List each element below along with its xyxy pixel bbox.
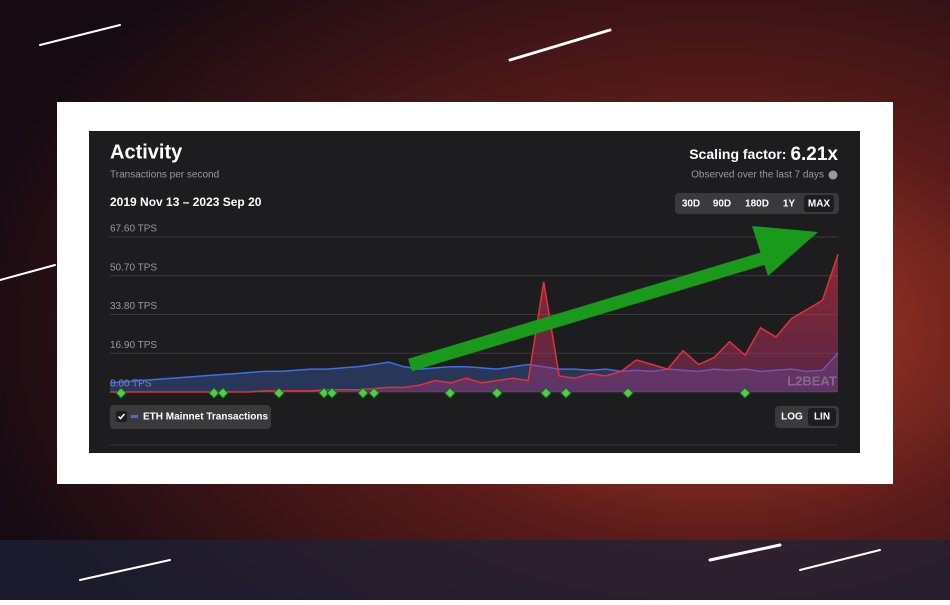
horizon bbox=[0, 540, 950, 600]
y-tick-label: 0.00 TPS bbox=[110, 379, 152, 390]
annotation-arrow bbox=[408, 226, 818, 372]
scaling-factor: Scaling factor: 6.21x bbox=[689, 144, 838, 165]
scale-button[interactable]: LOG bbox=[781, 412, 803, 423]
legend-swatch bbox=[131, 415, 138, 418]
range-button[interactable]: 90D bbox=[713, 199, 731, 210]
range-button[interactable]: 30D bbox=[682, 199, 700, 210]
scaling-label: Scaling factor: bbox=[689, 146, 786, 162]
range-button[interactable]: 180D bbox=[745, 199, 769, 210]
range-group bbox=[675, 193, 839, 214]
scale-button-bg[interactable] bbox=[808, 408, 836, 426]
check bbox=[117, 413, 126, 420]
series-line bbox=[110, 254, 839, 393]
series-area bbox=[110, 254, 838, 392]
subtitle: Transactions per second bbox=[110, 170, 219, 181]
event-markers bbox=[115, 387, 751, 399]
range-button[interactable]: 1Y bbox=[783, 199, 796, 210]
legend-label: ETH Mainnet Transactions bbox=[143, 412, 268, 423]
y-tick-label: 67.60 TPS bbox=[110, 224, 157, 235]
scale-button[interactable]: LIN bbox=[814, 412, 830, 423]
range-button-bg[interactable] bbox=[804, 195, 834, 212]
scaling-note: Observed over the last 7 days bbox=[691, 170, 824, 181]
scaling-value: 6.21x bbox=[790, 144, 838, 165]
range-button[interactable]: MAX bbox=[808, 199, 831, 210]
legend[interactable] bbox=[110, 405, 271, 429]
plot: 0.00 TPS 16.90 TPS 33.80 TPS 50.70 TPS 67.60… bbox=[109, 224, 839, 393]
streaks bbox=[0, 24, 881, 581]
panel bbox=[89, 131, 860, 453]
date-range: 2019 Nov 13 – 2023 Sep 20 bbox=[110, 195, 262, 209]
y-tick-label: 16.90 TPS bbox=[110, 340, 157, 351]
y-tick-label: 33.80 TPS bbox=[110, 301, 157, 312]
watermark: L2BEAT bbox=[787, 373, 837, 388]
title: Activity bbox=[110, 141, 183, 163]
info-icon[interactable] bbox=[828, 170, 838, 180]
y-tick-label: 50.70 TPS bbox=[110, 262, 157, 273]
